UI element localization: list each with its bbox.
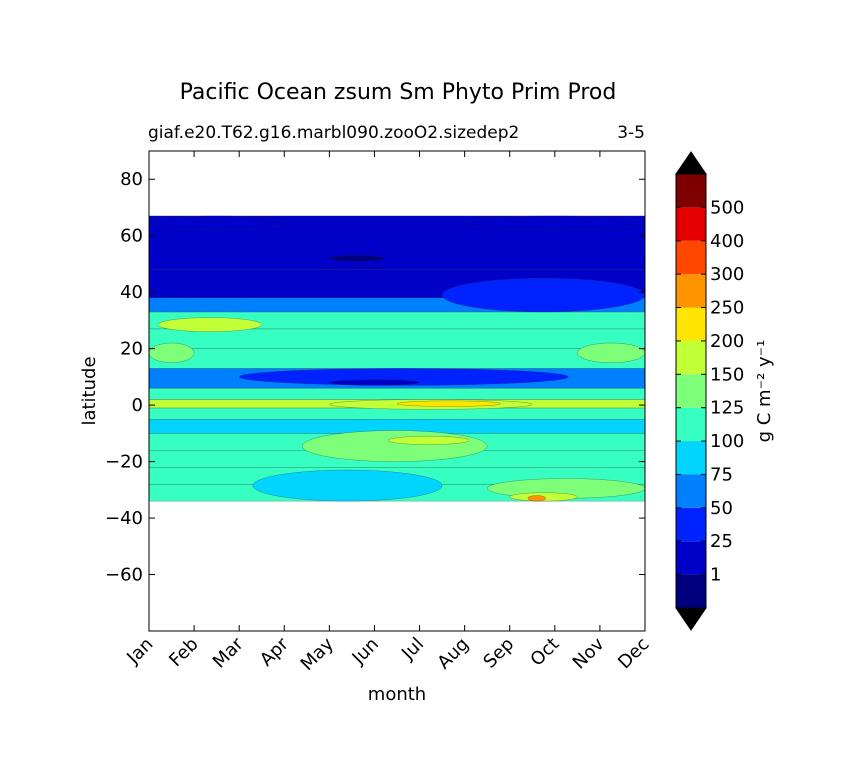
colorbar-extend-over [675, 151, 707, 175]
colorbar-segment [676, 441, 706, 475]
x-tick-label: Dec [614, 634, 653, 673]
colorbar-segment [676, 240, 706, 275]
x-tick-label: Oct [526, 634, 563, 671]
colorbar-label: g C m⁻² y⁻¹ [754, 340, 775, 443]
colorbar-tick-label: 125 [710, 398, 744, 419]
y-tick-label: 60 [120, 226, 143, 247]
heatmap-patch [396, 400, 501, 407]
heatmap-patch [577, 342, 645, 363]
x-tick-label: Jul [397, 634, 428, 665]
heatmap-band [149, 407, 645, 420]
colorbar-tick-label: 75 [710, 464, 733, 485]
y-axis: 80 60 40 20 0 −20 −40 −60 [105, 169, 645, 586]
colorbar-tick-label: 25 [710, 531, 733, 552]
plot-frame [148, 150, 646, 632]
heatmap-patch [387, 435, 470, 445]
heatmap-band [149, 328, 645, 349]
colorbar-segment [676, 174, 706, 208]
y-tick-label: −20 [105, 452, 143, 473]
x-tick-label: Nov [569, 633, 609, 673]
x-tick-label: Jan [122, 634, 157, 669]
heatmap-patch [302, 430, 488, 462]
colorbar-tick-label: 500 [710, 197, 744, 218]
x-tick-label: May [297, 633, 338, 674]
heatmap-patch [157, 317, 262, 332]
y-axis-label: latitude [79, 356, 100, 425]
x-tick-label: Mar [209, 633, 248, 672]
colorbar-tick-label: 400 [710, 231, 744, 252]
colorbar-tick-label: 1 [710, 565, 721, 586]
heatmap-band [149, 348, 645, 369]
colorbar-tick-label: 200 [710, 331, 744, 352]
y-tick-label: 40 [120, 282, 143, 303]
heatmap-patch [252, 469, 443, 502]
colorbar-tick-label: 150 [710, 364, 744, 385]
x-tick-label: Apr [256, 633, 293, 670]
heatmap-patch [329, 255, 384, 262]
heatmap-patch [464, 215, 645, 231]
colorbar-segment [676, 541, 706, 575]
colorbar-segment [676, 307, 706, 341]
colorbar-frame [675, 173, 707, 609]
colorbar-extend-under [675, 607, 707, 631]
y-tick-label: 20 [120, 339, 143, 360]
colorbar-segment [676, 574, 706, 608]
colorbar-segment [676, 207, 706, 241]
colorbar-tick-label: 100 [710, 431, 744, 452]
y-tick-label: −40 [105, 508, 143, 529]
heatmap-patch [441, 277, 645, 313]
x-tick-label: Sep [479, 634, 518, 673]
heatmap-patch [149, 215, 285, 231]
heatmap-patch [238, 368, 569, 386]
colorbar-segment [676, 474, 706, 508]
chart-subtitle-right: 3-5 [617, 123, 645, 143]
y-tick-label: −60 [105, 565, 143, 586]
colorbar-tick-label: 50 [710, 498, 733, 519]
chart-title: Pacific Ocean zsum Sm Phyto Prim Prod [180, 80, 617, 105]
y-tick-label: 80 [120, 169, 143, 190]
x-tick-label: Aug [433, 634, 473, 674]
x-axis-label: month [368, 684, 426, 705]
colorbar-segment [676, 274, 706, 308]
plot-area [149, 215, 645, 502]
y-tick-label: 0 [132, 395, 143, 416]
colorbar-tick-label: 300 [710, 264, 744, 285]
heatmap-patch [527, 495, 546, 502]
heatmap-patch [149, 342, 195, 363]
colorbar-segment [676, 407, 706, 442]
colorbar-segment [676, 340, 706, 375]
x-tick-label: Feb [165, 634, 202, 671]
heatmap-patch [329, 379, 420, 386]
colorbar-segment [676, 507, 706, 542]
heatmap-band [149, 387, 645, 400]
x-tick-label: Jun [348, 634, 383, 669]
colorbar-segment [676, 374, 706, 408]
colorbar-tick-label: 250 [710, 298, 744, 319]
chart-subtitle-left: giaf.e20.T62.g16.marbl090.zooO2.sizedep2 [148, 123, 519, 143]
